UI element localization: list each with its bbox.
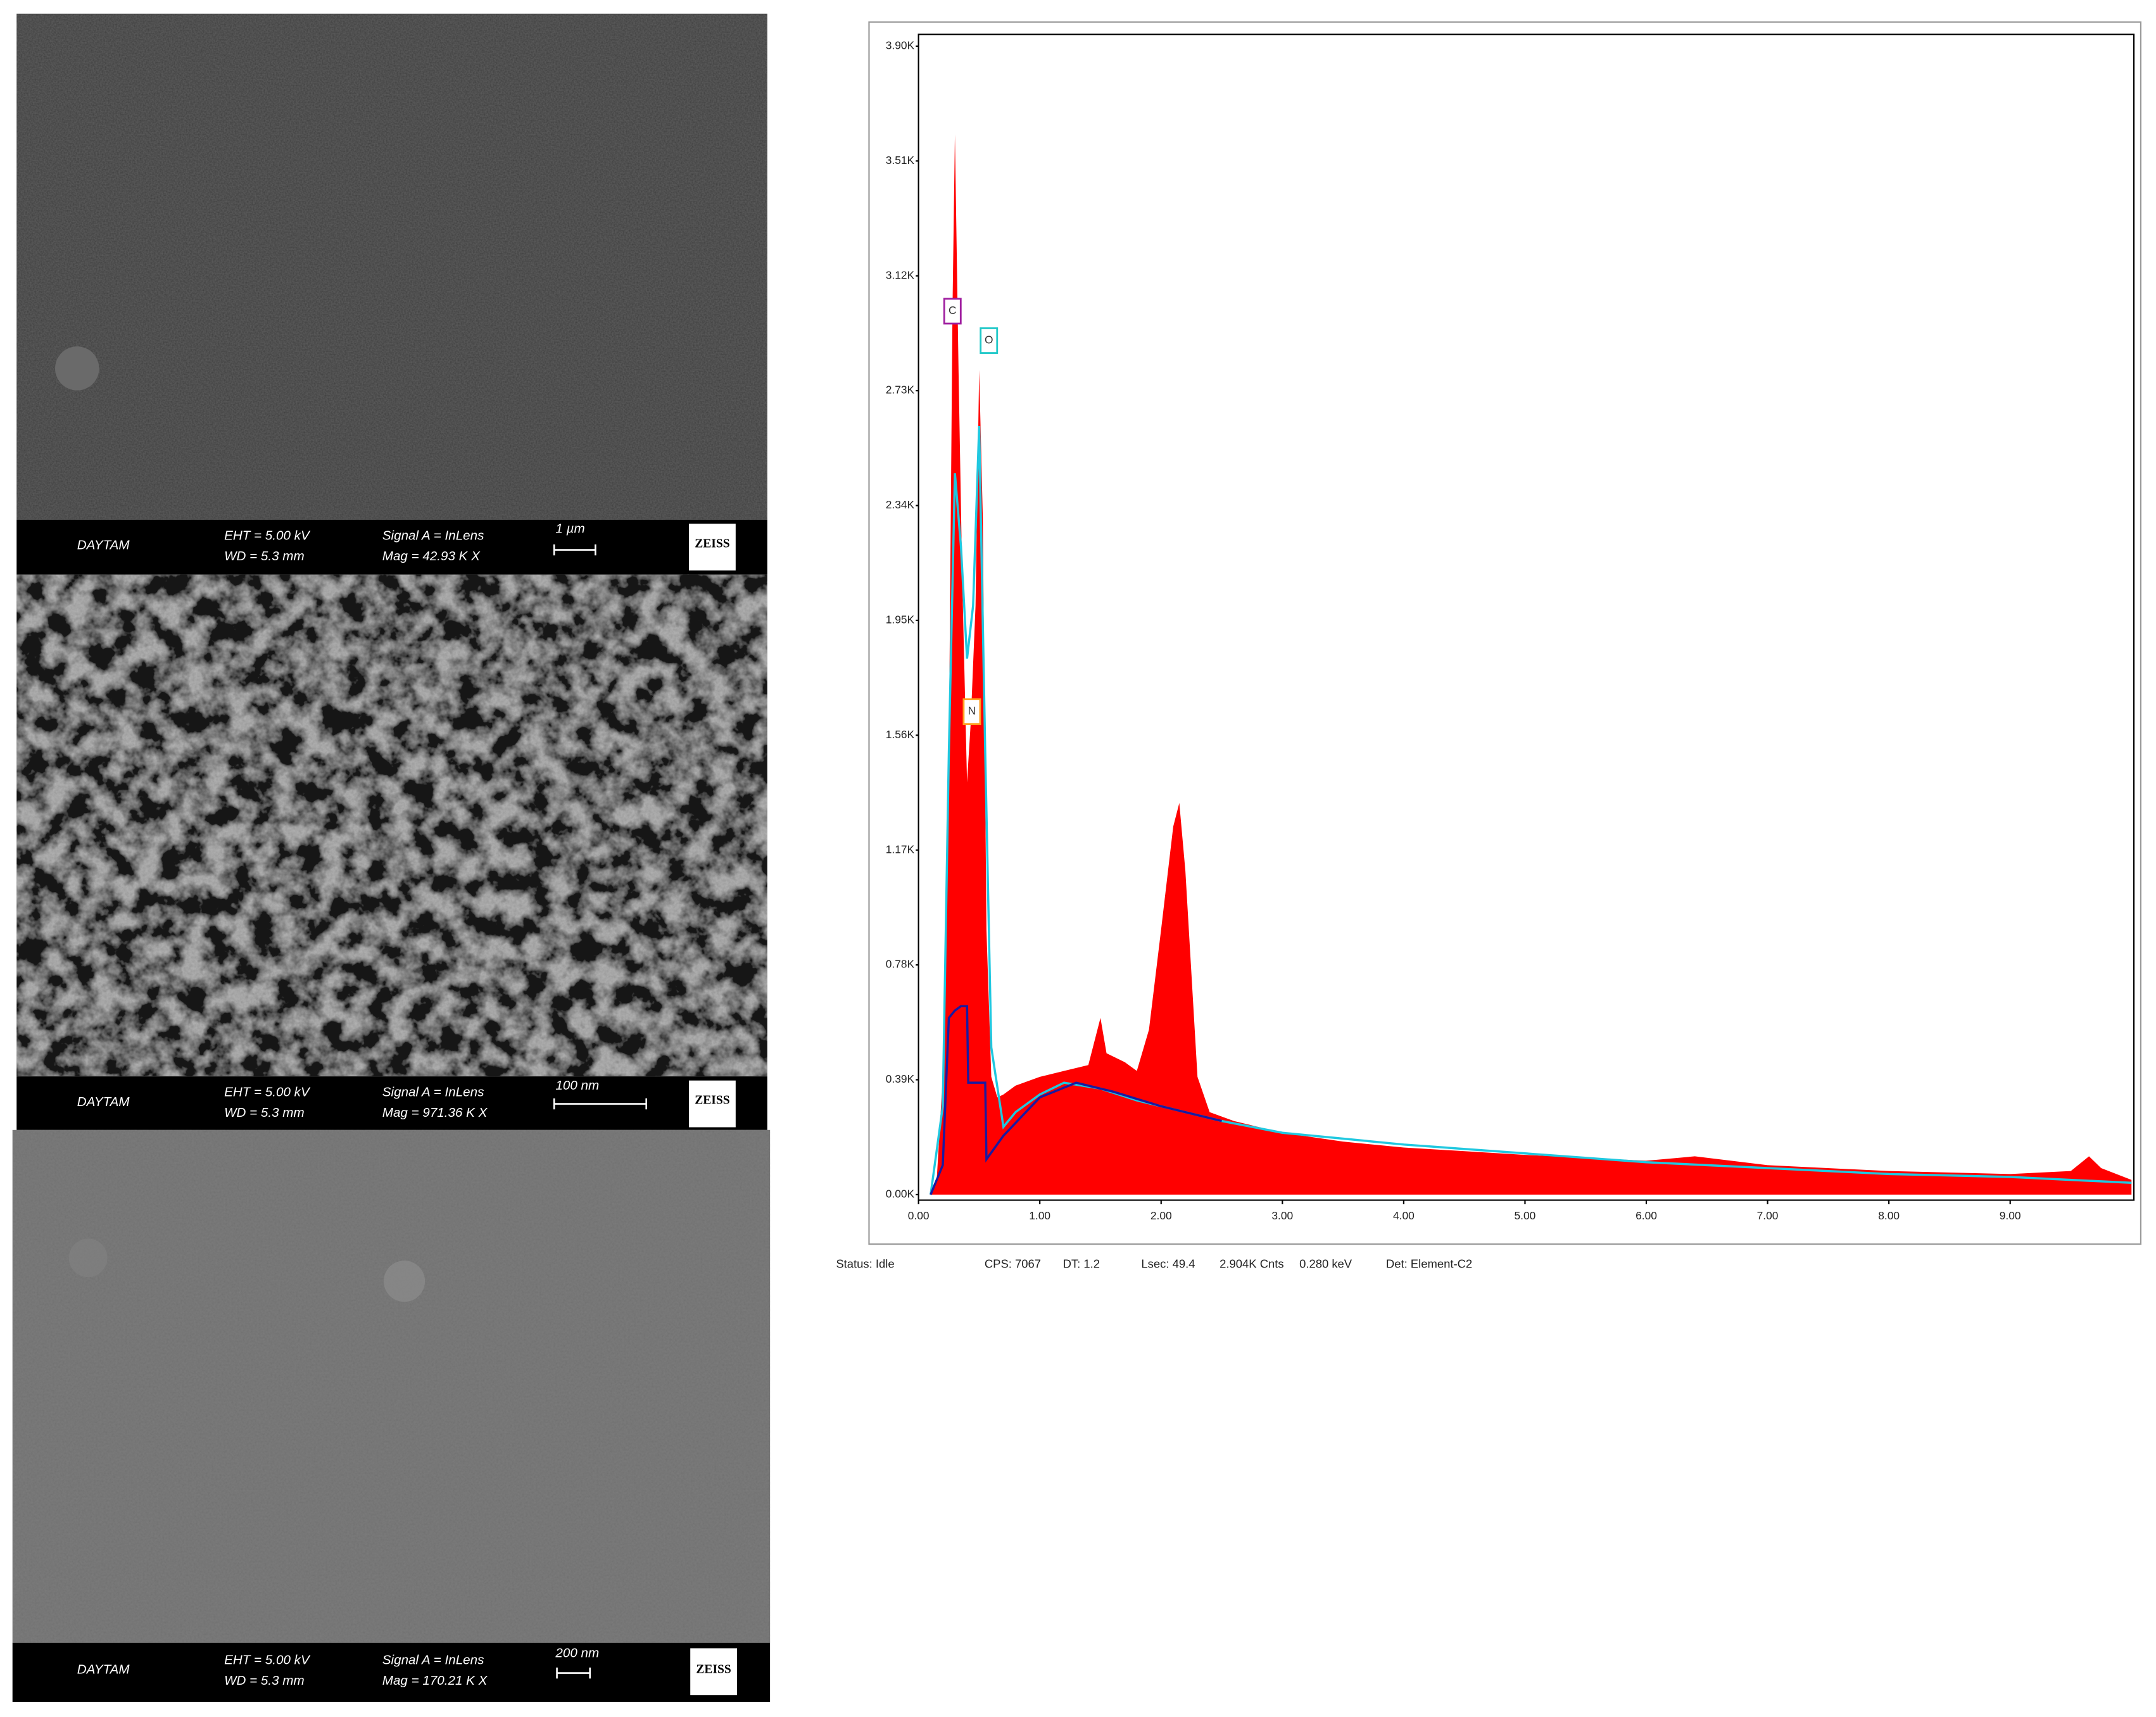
chart-frame	[868, 21, 2142, 1245]
particle	[55, 346, 99, 391]
spectrum-plot: 0.00K 0.39K 0.78K 1.17K 1.56K 1.95K 2.34K 2.73K…	[886, 39, 2132, 1222]
particle	[383, 1261, 426, 1302]
element-marker	[943, 298, 962, 325]
signal: Signal A = InLens	[382, 528, 484, 543]
info-bar	[12, 1642, 771, 1702]
y-tick-label: 3.90K	[886, 39, 915, 51]
status-item: Lsec: 49.4	[1141, 1257, 1195, 1271]
sem-image	[16, 574, 767, 1077]
logo-box	[689, 524, 736, 571]
x-tick-label: 5.00	[1515, 1209, 1536, 1222]
y-tick-label: 0.00K	[886, 1187, 915, 1200]
wd: WD = 5.3 mm	[224, 1105, 305, 1120]
magnification: Mag = 170.21 K X	[382, 1673, 488, 1688]
sem-panel: DAYTAM EHT = 5.00 kV WD = 5.3 mm Signal …	[16, 574, 767, 1130]
fit-line	[930, 425, 2132, 1195]
fit-line	[930, 1005, 1222, 1195]
logo: ZEISS	[696, 1663, 731, 1676]
operator: DAYTAM	[77, 1663, 130, 1677]
scale-label: 200 nm	[555, 1646, 599, 1661]
eht: EHT = 5.00 kV	[224, 1652, 311, 1667]
status-item: Det: Element-C2	[1386, 1257, 1472, 1271]
signal: Signal A = InLens	[382, 1652, 484, 1667]
wd: WD = 5.3 mm	[224, 549, 305, 563]
x-tick-label: 0.00	[908, 1209, 930, 1222]
x-tick-label: 3.00	[1271, 1209, 1293, 1222]
element-label: N	[968, 705, 976, 717]
logo: ZEISS	[695, 537, 730, 550]
y-tick-label: 3.12K	[886, 268, 915, 281]
y-tick-label: 0.78K	[886, 958, 915, 971]
status-item: Status: Idle	[836, 1257, 894, 1271]
x-tick-label: 2.00	[1150, 1209, 1172, 1222]
element-label: C	[949, 304, 957, 317]
particle	[68, 1238, 108, 1278]
status-item: DT: 1.2	[1063, 1257, 1100, 1271]
magnification: Mag = 42.93 K X	[382, 549, 481, 563]
x-tick-label: 6.00	[1636, 1209, 1657, 1222]
status-bar: Status: Idle CPS: 7067 DT: 1.2 Lsec: 49.4 2.…	[836, 1257, 1472, 1271]
scale-bar	[553, 1098, 648, 1110]
logo-box	[690, 1648, 738, 1695]
operator: DAYTAM	[77, 538, 130, 552]
magnification: Mag = 971.36 K X	[382, 1105, 488, 1120]
sem-panel: DAYTAM EHT = 5.00 kV WD = 5.3 mm Signal …	[12, 1129, 771, 1702]
sem-panel: DAYTAM EHT = 5.00 kV WD = 5.3 mm Signal …	[16, 13, 767, 575]
element-marker	[980, 327, 999, 354]
eht: EHT = 5.00 kV	[224, 1085, 311, 1100]
logo: ZEISS	[695, 1094, 730, 1107]
logo-box	[689, 1080, 736, 1128]
x-tick-label: 1.00	[1029, 1209, 1050, 1222]
signal: Signal A = InLens	[382, 1085, 484, 1100]
info-bar	[16, 519, 767, 575]
x-tick-label: 4.00	[1393, 1209, 1415, 1222]
x-tick-label: 7.00	[1757, 1209, 1779, 1222]
wd: WD = 5.3 mm	[224, 1673, 305, 1688]
element-label: O	[985, 334, 993, 346]
scale-bar	[556, 1667, 591, 1679]
plot-frame	[917, 34, 2135, 1201]
y-tick-label: 1.17K	[886, 843, 915, 855]
scale-label: 100 nm	[555, 1078, 599, 1093]
scale-bar	[553, 544, 596, 556]
status-item: 2.904K Cnts	[1220, 1257, 1283, 1271]
x-tick-label: 9.00	[2000, 1209, 2021, 1222]
status-item: 0.280 keV	[1299, 1257, 1352, 1271]
y-tick-label: 1.56K	[886, 728, 915, 741]
y-tick-label: 1.95K	[886, 613, 915, 626]
scale-label: 1 µm	[555, 521, 584, 536]
sem-image	[12, 1129, 771, 1643]
status-item: CPS: 7067	[985, 1257, 1041, 1271]
eht: EHT = 5.00 kV	[224, 528, 311, 543]
y-tick-label: 2.34K	[886, 498, 915, 511]
sem-image	[16, 13, 767, 520]
y-tick-label: 2.73K	[886, 384, 915, 396]
element-marker	[962, 698, 981, 726]
y-tick-label: 3.51K	[886, 154, 915, 167]
y-tick-label: 0.39K	[886, 1072, 915, 1085]
x-tick-label: 8.00	[1878, 1209, 1900, 1222]
operator: DAYTAM	[77, 1095, 130, 1109]
